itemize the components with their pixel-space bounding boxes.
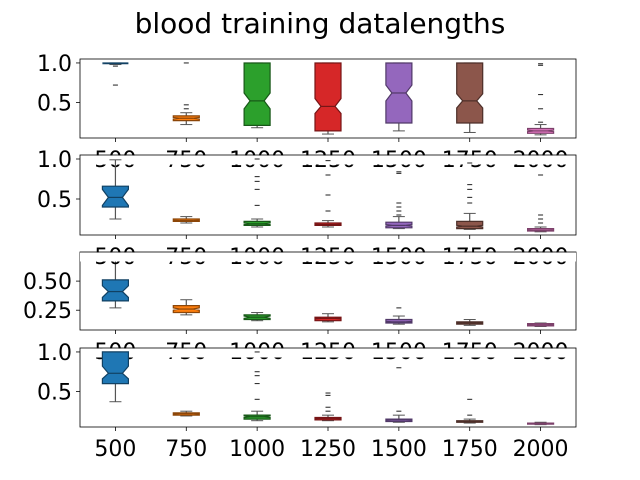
box-2000 — [526, 63, 555, 136]
box-body — [243, 62, 271, 127]
box-1750 — [456, 162, 484, 230]
x-tick-label: 1250 — [300, 437, 356, 462]
y-tick-label: 1.0 — [37, 52, 72, 77]
box-1500 — [385, 367, 413, 423]
box-body — [101, 279, 129, 302]
box-body — [101, 351, 129, 385]
box-1500 — [385, 307, 413, 325]
x-tick-label: 2000 — [513, 437, 569, 462]
box-1250 — [314, 392, 342, 422]
box-body — [456, 62, 484, 124]
box-1250 — [314, 62, 342, 135]
box-body — [314, 62, 342, 132]
box-2000 — [526, 322, 555, 328]
box-2000 — [526, 174, 555, 233]
box-1750 — [456, 398, 484, 424]
box-1000 — [243, 312, 271, 322]
axes-background — [80, 252, 576, 262]
box-1250 — [314, 160, 342, 228]
x-tick-label: 1500 — [371, 437, 427, 462]
y-tick-label: 1.0 — [37, 148, 72, 173]
y-tick-label: 0.5 — [37, 188, 72, 213]
y-tick-label: 0.5 — [37, 380, 72, 405]
box-1000 — [243, 351, 271, 422]
box-body — [101, 185, 129, 208]
y-tick-label: 0.25 — [23, 299, 72, 324]
subplots-container: 0.51.0500750100012501500175020000.250.50… — [23, 52, 577, 462]
box-750 — [172, 216, 200, 224]
box-500 — [101, 159, 129, 220]
box-500 — [102, 62, 129, 86]
x-tick-label: 1000 — [229, 437, 285, 462]
axes-background — [80, 155, 576, 165]
box-500 — [101, 351, 129, 403]
box-body — [385, 318, 413, 324]
x-tick-label: 500 — [94, 437, 136, 462]
box-1000 — [243, 158, 271, 228]
box-1750 — [456, 319, 484, 326]
box-750 — [172, 62, 200, 126]
x-tick-label: 750 — [165, 437, 207, 462]
y-tick-label: 0.50 — [23, 270, 72, 295]
box-1750 — [456, 62, 484, 133]
box-1000 — [243, 62, 271, 129]
box-2000 — [526, 421, 555, 426]
y-tick-label: 1.0 — [37, 341, 72, 366]
box-1500 — [385, 62, 413, 132]
subplot-4: 0.5 1.0 500 750 1000 1250 1500 1750 2000 — [37, 252, 577, 462]
y-tick-label: 0.5 — [37, 91, 72, 116]
axes-background — [80, 348, 576, 358]
box-body — [456, 220, 484, 230]
chart-title: blood training datalengths — [135, 7, 506, 40]
box-1250 — [314, 313, 342, 323]
x-tick-label: 1750 — [442, 437, 498, 462]
box-750 — [172, 299, 200, 316]
box-1500 — [385, 171, 413, 230]
box-750 — [172, 410, 200, 417]
